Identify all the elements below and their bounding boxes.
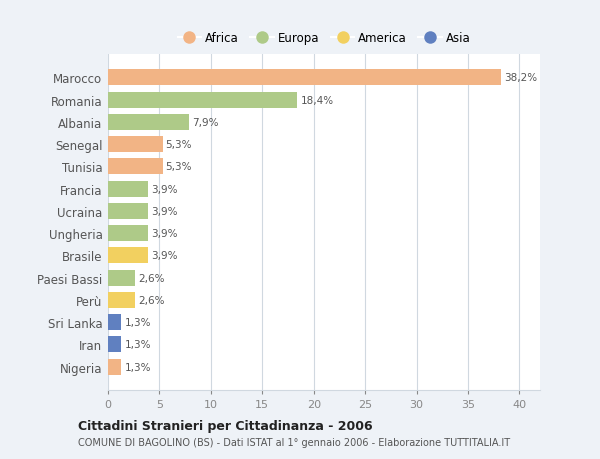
Text: 7,9%: 7,9% [193, 118, 219, 128]
Text: 1,3%: 1,3% [124, 318, 151, 328]
Bar [108, 270, 135, 286]
Text: 3,9%: 3,9% [151, 251, 178, 261]
Bar [108, 181, 148, 197]
Text: 2,6%: 2,6% [138, 295, 164, 305]
Text: Cittadini Stranieri per Cittadinanza - 2006: Cittadini Stranieri per Cittadinanza - 2… [78, 419, 373, 432]
Text: 38,2%: 38,2% [504, 73, 537, 83]
Text: 5,3%: 5,3% [166, 162, 192, 172]
Text: 18,4%: 18,4% [301, 95, 334, 106]
Text: 5,3%: 5,3% [166, 140, 192, 150]
Bar [108, 115, 189, 131]
Text: 3,9%: 3,9% [151, 207, 178, 217]
Bar [108, 137, 163, 153]
Text: 2,6%: 2,6% [138, 273, 164, 283]
Bar [108, 292, 135, 308]
Bar [108, 70, 501, 86]
Text: COMUNE DI BAGOLINO (BS) - Dati ISTAT al 1° gennaio 2006 - Elaborazione TUTTITALI: COMUNE DI BAGOLINO (BS) - Dati ISTAT al … [78, 437, 510, 447]
Text: 3,9%: 3,9% [151, 185, 178, 194]
Bar [108, 314, 121, 330]
Legend: Africa, Europa, America, Asia: Africa, Europa, America, Asia [173, 28, 475, 50]
Bar [108, 226, 148, 242]
Bar [108, 93, 297, 108]
Text: 3,9%: 3,9% [151, 229, 178, 239]
Bar [108, 248, 148, 264]
Bar [108, 337, 121, 353]
Text: 1,3%: 1,3% [124, 362, 151, 372]
Bar [108, 203, 148, 219]
Bar [108, 159, 163, 175]
Bar [108, 359, 121, 375]
Text: 1,3%: 1,3% [124, 340, 151, 350]
